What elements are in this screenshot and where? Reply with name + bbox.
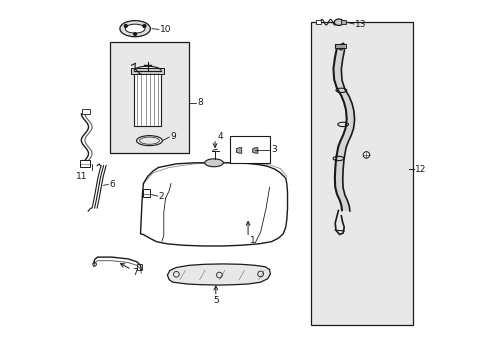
Text: 1: 1 xyxy=(249,237,255,246)
Text: 9: 9 xyxy=(169,132,175,141)
Text: 7: 7 xyxy=(132,268,138,277)
Bar xyxy=(230,136,269,163)
Ellipse shape xyxy=(363,152,369,158)
Bar xyxy=(341,20,345,24)
Text: 11: 11 xyxy=(76,172,87,181)
Circle shape xyxy=(133,33,136,36)
Text: 13: 13 xyxy=(354,20,366,29)
Text: 10: 10 xyxy=(160,25,171,34)
Text: 2: 2 xyxy=(159,192,164,201)
Ellipse shape xyxy=(334,19,343,26)
Bar xyxy=(137,264,142,270)
Circle shape xyxy=(124,24,127,27)
Text: 12: 12 xyxy=(414,165,425,174)
Ellipse shape xyxy=(204,159,223,167)
Bar xyxy=(143,189,149,197)
Text: 8: 8 xyxy=(197,98,203,107)
Bar xyxy=(134,71,161,126)
Polygon shape xyxy=(336,43,344,50)
Polygon shape xyxy=(167,264,270,285)
Text: 4: 4 xyxy=(217,132,223,141)
Polygon shape xyxy=(140,163,287,246)
Text: 3: 3 xyxy=(271,145,277,154)
Polygon shape xyxy=(333,49,354,211)
Circle shape xyxy=(142,24,145,27)
Ellipse shape xyxy=(125,24,144,33)
Bar xyxy=(131,68,163,74)
Text: 6: 6 xyxy=(109,180,115,189)
Polygon shape xyxy=(236,148,241,153)
Bar xyxy=(110,42,188,153)
Polygon shape xyxy=(252,148,257,153)
Bar xyxy=(316,20,320,24)
Bar xyxy=(82,109,89,114)
Bar xyxy=(80,160,89,167)
Text: 5: 5 xyxy=(212,296,218,305)
Bar xyxy=(310,22,412,325)
Bar xyxy=(334,44,345,48)
Ellipse shape xyxy=(120,21,150,37)
